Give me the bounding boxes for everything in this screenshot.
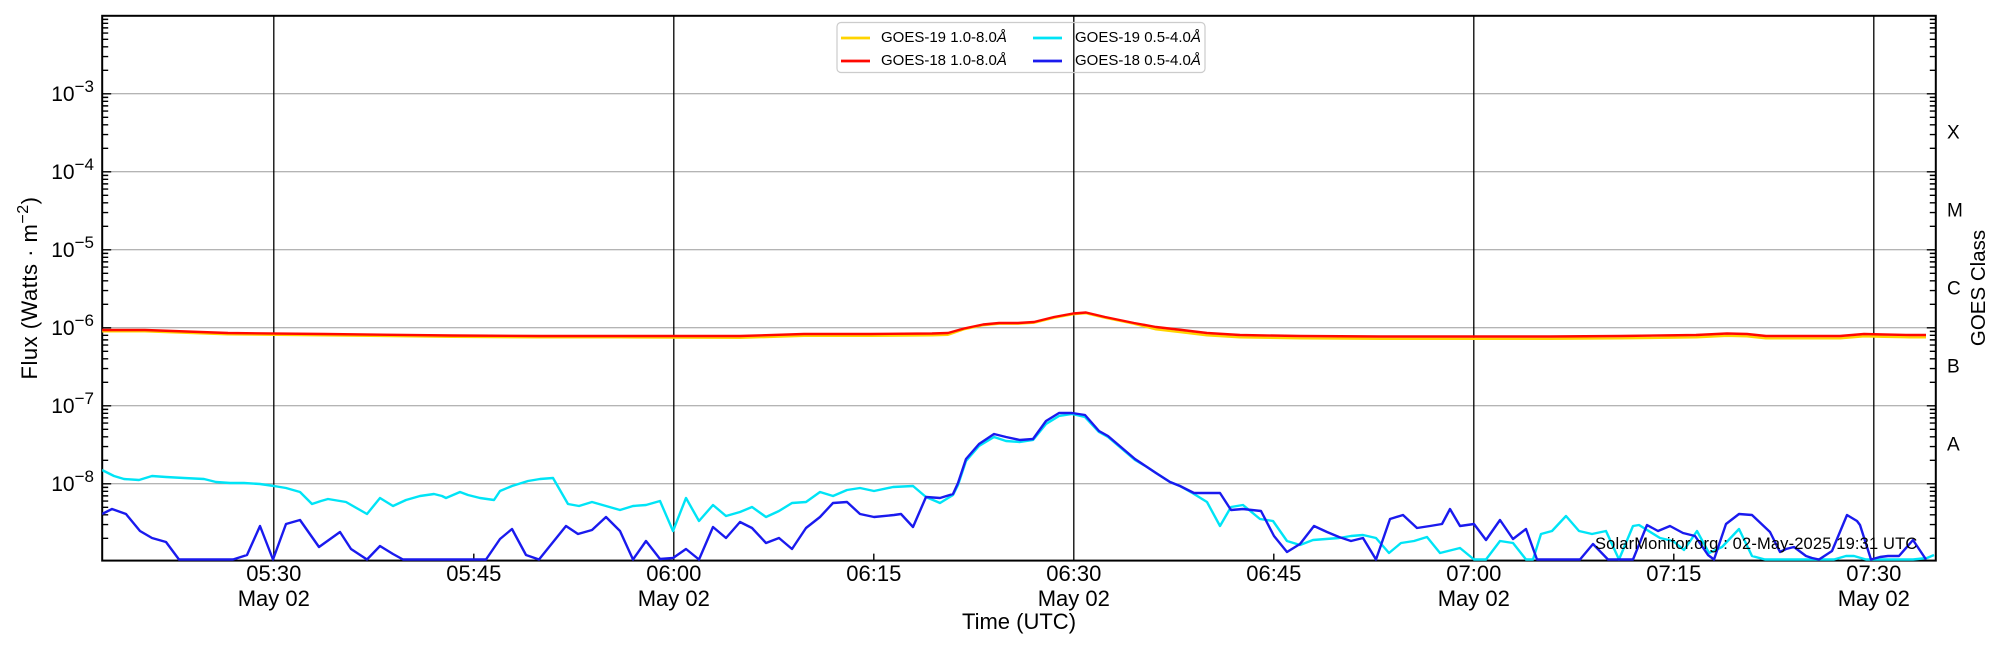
svg-text:GOES-18 0.5-4.0Å: GOES-18 0.5-4.0Å	[1075, 52, 1201, 69]
svg-text:05:45: 05:45	[446, 561, 501, 586]
svg-text:GOES Class: GOES Class	[1967, 230, 1990, 346]
svg-text:07:30: 07:30	[1846, 561, 1901, 586]
svg-text:06:00: 06:00	[646, 561, 701, 586]
svg-text:May 02: May 02	[1438, 586, 1510, 611]
svg-text:A: A	[1947, 435, 1960, 456]
svg-text:GOES-19 0.5-4.0Å: GOES-19 0.5-4.0Å	[1075, 29, 1201, 46]
svg-text:May 02: May 02	[638, 586, 710, 611]
svg-text:GOES-18 1.0-8.0Å: GOES-18 1.0-8.0Å	[881, 52, 1007, 69]
svg-text:X: X	[1947, 123, 1960, 144]
svg-text:07:00: 07:00	[1446, 561, 1501, 586]
svg-text:C: C	[1947, 279, 1961, 300]
svg-text:GOES-19 1.0-8.0Å: GOES-19 1.0-8.0Å	[881, 29, 1007, 46]
svg-text:May 02: May 02	[1038, 586, 1110, 611]
svg-text:May 02: May 02	[1838, 586, 1910, 611]
svg-text:SolarMonitor.org : 02-May-2025: SolarMonitor.org : 02-May-2025 19:31 UTC	[1595, 535, 1917, 553]
svg-text:06:15: 06:15	[846, 561, 901, 586]
svg-text:May 02: May 02	[238, 586, 310, 611]
svg-text:Time (UTC): Time (UTC)	[962, 609, 1076, 634]
svg-text:Flux (Watts · m−2): Flux (Watts · m−2)	[15, 197, 42, 380]
svg-text:06:30: 06:30	[1046, 561, 1101, 586]
svg-text:07:15: 07:15	[1646, 561, 1701, 586]
svg-text:B: B	[1947, 357, 1960, 378]
svg-text:05:30: 05:30	[246, 561, 301, 586]
svg-text:06:45: 06:45	[1246, 561, 1301, 586]
svg-text:M: M	[1947, 201, 1963, 222]
